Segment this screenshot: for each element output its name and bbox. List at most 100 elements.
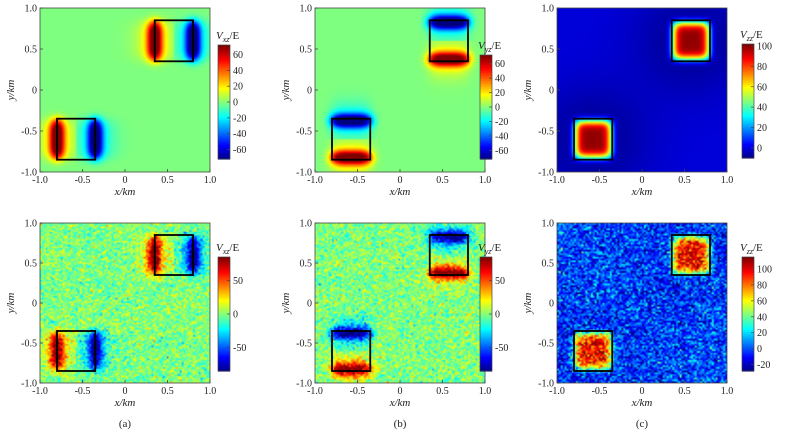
colorbar-tick-label: 80 bbox=[757, 62, 767, 73]
colorbar-tick-label: -50 bbox=[495, 343, 508, 354]
colorbar-segment bbox=[218, 287, 230, 290]
colorbar-segment bbox=[742, 95, 754, 99]
colorbar-segment bbox=[218, 296, 230, 299]
colorbar-segment bbox=[480, 150, 492, 154]
colorbar-segment bbox=[218, 317, 230, 320]
colorbar-segment bbox=[218, 269, 230, 272]
colorbar-segment bbox=[480, 149, 492, 152]
heatmap-image bbox=[315, 223, 485, 383]
colorbar-segment bbox=[218, 137, 230, 141]
colorbar-tick-label: 40 bbox=[495, 74, 505, 85]
heatmap-image bbox=[315, 8, 485, 172]
colorbar-segment bbox=[480, 333, 492, 336]
colorbar-segment bbox=[218, 77, 230, 80]
colorbar-tick-label: 80 bbox=[757, 280, 767, 291]
x-tick-label: 1.0 bbox=[721, 386, 734, 397]
colorbar-segment bbox=[480, 353, 492, 356]
colorbar-tick-label: 60 bbox=[757, 82, 767, 93]
colorbar-segment bbox=[742, 340, 754, 344]
colorbar-segment bbox=[742, 276, 754, 279]
colorbar-segment bbox=[218, 116, 230, 119]
colorbar-segment bbox=[218, 324, 230, 328]
y-tick-label: 0.5 bbox=[542, 45, 555, 56]
colorbar-segment bbox=[218, 305, 230, 308]
colorbar-segment bbox=[480, 136, 492, 139]
anomaly-box-1 bbox=[56, 330, 97, 372]
colorbar-segment bbox=[480, 76, 492, 79]
colorbar-segment bbox=[742, 111, 754, 115]
colorbar-segment bbox=[742, 68, 754, 72]
colorbar-title: Vyz/E bbox=[478, 40, 501, 54]
colorbar-segment bbox=[742, 84, 754, 88]
colorbar-segment bbox=[742, 143, 754, 147]
colorbar-segment bbox=[742, 108, 754, 111]
colorbar-segment bbox=[480, 69, 492, 72]
colorbar-segment bbox=[480, 367, 492, 370]
colorbar-segment bbox=[742, 83, 754, 86]
colorbar-segment bbox=[742, 337, 754, 340]
colorbar-segment bbox=[742, 154, 754, 157]
colorbar-segment bbox=[480, 303, 492, 306]
colorbar-segment bbox=[742, 124, 754, 127]
colorbar-segment bbox=[480, 71, 492, 74]
y-tick-label: -1.0 bbox=[538, 168, 554, 179]
colorbar-segment bbox=[480, 301, 492, 304]
colorbar-segment bbox=[742, 347, 754, 351]
colorbar-segment bbox=[480, 351, 492, 354]
colorbar-segment bbox=[742, 113, 754, 116]
colorbar-segment bbox=[480, 129, 492, 132]
colorbar-segment bbox=[480, 120, 492, 123]
panel-caption: (a) bbox=[119, 418, 132, 430]
colorbar-segment bbox=[218, 128, 230, 132]
colorbar-segment bbox=[218, 306, 230, 310]
x-tick-label: -0.5 bbox=[592, 386, 608, 397]
panel-c-bottom: -1.0 -0.5 0 0.5 1.0 -1.0 -0.5 0 0.5 1.0 x/km y/km 10… bbox=[522, 219, 772, 431]
colorbar-segment bbox=[218, 338, 230, 342]
colorbar-segment bbox=[480, 134, 492, 137]
colorbar-tick-label: 40 bbox=[757, 103, 767, 114]
colorbar-segment bbox=[480, 121, 492, 124]
colorbar-segment bbox=[480, 77, 492, 80]
colorbar-segment bbox=[480, 95, 492, 98]
panel-caption: (b) bbox=[394, 418, 407, 430]
colorbar-segment bbox=[480, 155, 492, 158]
colorbar-segment bbox=[742, 149, 754, 152]
colorbar-segment bbox=[218, 257, 230, 260]
colorbar-segment bbox=[742, 317, 754, 320]
x-axis-label: x/km bbox=[114, 186, 136, 198]
colorbar-segment bbox=[218, 346, 230, 349]
heatmap-image bbox=[557, 223, 727, 383]
colorbar-segment bbox=[480, 118, 492, 121]
y-axis-label: y/km bbox=[522, 293, 534, 315]
colorbar-segment bbox=[218, 265, 230, 269]
colorbar-segment bbox=[218, 354, 230, 358]
colorbar-segment bbox=[742, 145, 754, 148]
colorbar-segment bbox=[218, 308, 230, 312]
y-tick-label: 1.0 bbox=[542, 219, 555, 230]
colorbar-segment bbox=[742, 281, 754, 285]
colorbar-segment bbox=[480, 265, 492, 269]
colorbar-segment bbox=[480, 124, 492, 128]
colorbar-segment bbox=[218, 281, 230, 285]
panel-a-bottom: -1.0 -0.5 0 0.5 1.0 -1.0 -0.5 0 0.5 1.0 x/km y/km 50… bbox=[5, 219, 246, 431]
colorbar-segment bbox=[742, 338, 754, 342]
colorbar-segment bbox=[480, 308, 492, 312]
colorbar-segment bbox=[742, 362, 754, 365]
colorbar-segment bbox=[218, 358, 230, 361]
panel-b-bottom: -1.0 -0.5 0 0.5 1.0 -1.0 -0.5 0 0.5 1.0 x/km y/km 50… bbox=[280, 219, 508, 431]
colorbar-segment bbox=[218, 276, 230, 279]
x-axis-label: x/km bbox=[114, 397, 136, 409]
y-tick-label: -0.5 bbox=[21, 339, 37, 350]
colorbar-segment bbox=[742, 258, 754, 262]
colorbar-segment bbox=[218, 121, 230, 124]
x-tick-label: 0.5 bbox=[678, 386, 691, 397]
colorbar-segment bbox=[742, 287, 754, 290]
colorbar-segment bbox=[480, 322, 492, 326]
colorbar-segment bbox=[480, 269, 492, 272]
colorbar-tick-label: -20 bbox=[233, 113, 246, 124]
colorbar-segment bbox=[480, 287, 492, 290]
y-tick-label: 0.5 bbox=[300, 259, 313, 270]
colorbar-segment bbox=[480, 128, 492, 131]
colorbar-segment bbox=[480, 281, 492, 285]
y-tick-label: -1.0 bbox=[538, 379, 554, 390]
